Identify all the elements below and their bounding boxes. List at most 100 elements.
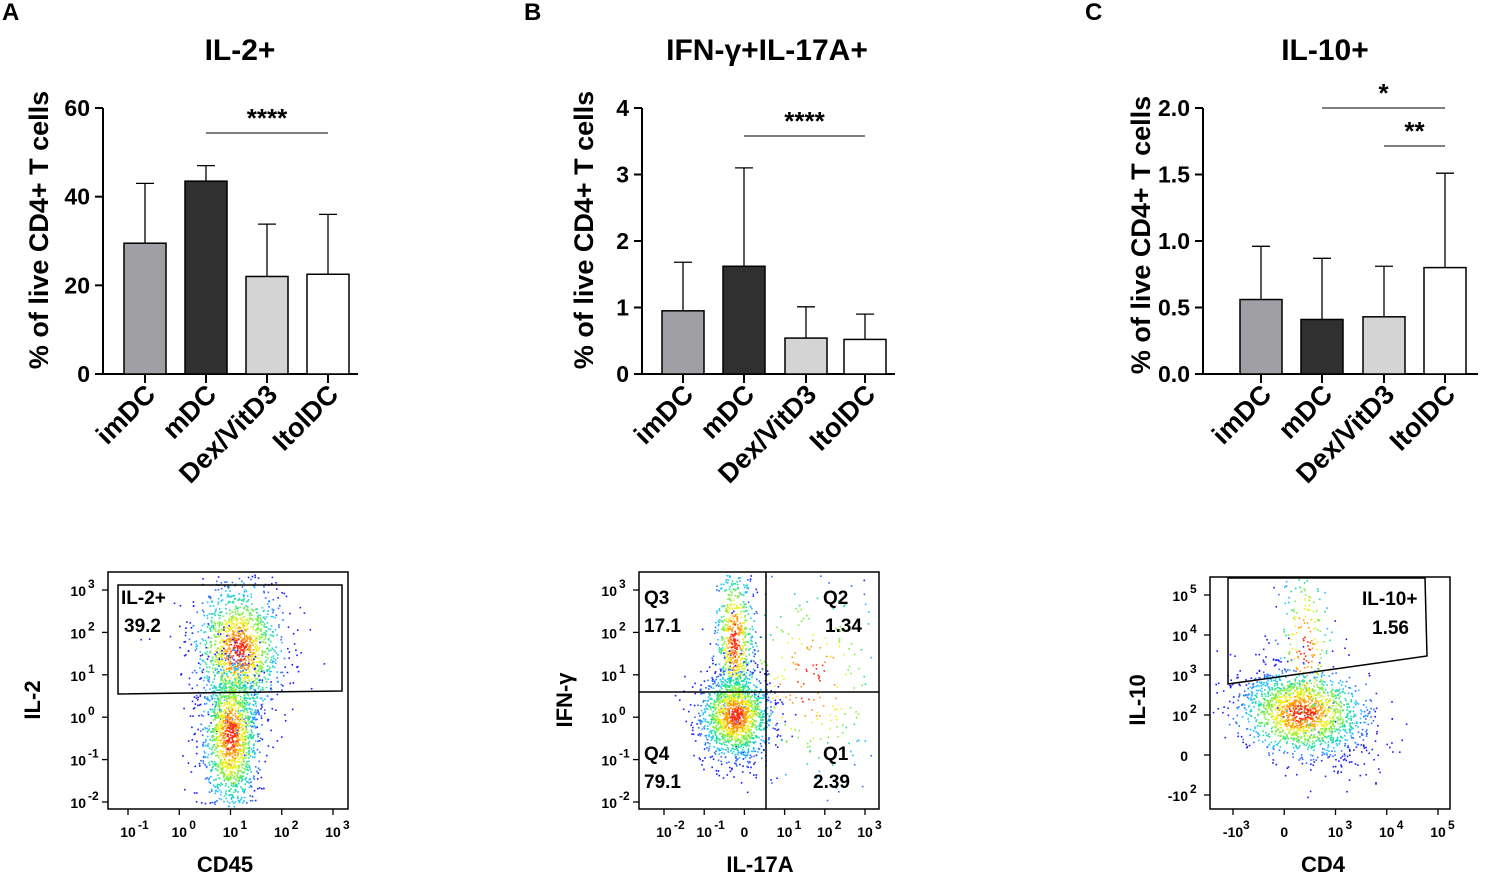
event-dot: [225, 651, 227, 653]
event-dot: [730, 675, 733, 677]
event-dot: [211, 616, 213, 619]
event-dot: [730, 694, 732, 696]
event-dot: [260, 621, 262, 623]
event-dot: [742, 670, 745, 673]
event-dot: [246, 737, 249, 739]
event-dot: [235, 724, 238, 726]
event-dot: [237, 687, 240, 690]
event-dot: [717, 720, 719, 723]
event-dot: [212, 671, 215, 673]
event-dot: [736, 616, 739, 618]
event-dot: [736, 617, 738, 619]
event-dot: [236, 717, 238, 719]
event-dot: [756, 700, 758, 703]
event-dot: [214, 718, 216, 721]
event-dot: [730, 613, 733, 615]
event-dot: [240, 710, 242, 712]
event-dot: [241, 737, 243, 740]
event-dot: [735, 682, 737, 685]
event-dot: [203, 631, 205, 634]
event-dot: [753, 655, 755, 658]
event-dot: [767, 696, 770, 699]
event-dot: [246, 638, 249, 640]
event-dot: [242, 697, 245, 699]
event-dot: [242, 728, 245, 730]
event-dot: [736, 693, 739, 696]
event-dot: [754, 694, 756, 697]
event-dot: [189, 622, 192, 624]
event-dot: [737, 687, 739, 690]
event-dot: [728, 670, 731, 673]
event-dot: [228, 686, 230, 688]
event-dot: [239, 679, 242, 681]
event-dot: [766, 683, 769, 686]
event-dot: [213, 779, 215, 781]
event-dot: [212, 605, 215, 607]
event-dot: [737, 671, 740, 674]
event-dot: [214, 715, 217, 717]
event-dot: [229, 679, 231, 682]
event-dot: [709, 705, 711, 707]
event-dot: [724, 664, 726, 666]
panel-b-ylabel: % of live CD4+ T cells: [569, 91, 599, 369]
event-dot: [737, 718, 740, 721]
event-dot: [736, 639, 739, 641]
event-dot: [192, 715, 194, 717]
event-dot: [738, 629, 740, 631]
event-dot: [236, 741, 239, 744]
event-dot: [746, 678, 749, 680]
event-dot: [699, 758, 701, 761]
event-dot: [231, 684, 234, 687]
flow-x-tick-label: 10: [325, 824, 341, 840]
event-dot: [732, 615, 734, 617]
event-dot: [245, 739, 247, 741]
event-dot: [725, 645, 728, 647]
event-dot: [741, 658, 743, 660]
event-dot: [243, 582, 245, 584]
event-dot: [729, 722, 732, 724]
event-dot: [248, 786, 251, 789]
event-dot: [723, 726, 725, 728]
event-dot: [245, 766, 247, 769]
event-dot: [240, 636, 242, 638]
event-dot: [214, 764, 217, 767]
event-dot: [250, 663, 253, 665]
event-dot: [704, 720, 707, 722]
event-dot: [235, 669, 238, 671]
event-dot: [252, 747, 255, 749]
event-dot: [736, 726, 738, 728]
event-dot: [748, 704, 750, 707]
event-dot: [221, 599, 224, 601]
event-dot: [234, 630, 236, 632]
event-dot: [211, 696, 214, 699]
event-dot: [241, 767, 244, 769]
event-dot: [247, 736, 250, 738]
event-dot: [742, 687, 744, 690]
event-dot: [767, 699, 770, 702]
event-dot: [737, 702, 739, 704]
event-dot: [761, 722, 764, 724]
event-dot: [228, 669, 231, 671]
event-dot: [749, 671, 752, 673]
event-dot: [238, 635, 241, 638]
event-dot: [725, 629, 728, 632]
event-dot: [194, 703, 197, 705]
event-dot: [718, 748, 720, 750]
event-dot: [251, 800, 254, 802]
event-dot: [223, 744, 225, 746]
event-dot: [730, 590, 732, 593]
event-dot: [731, 608, 734, 610]
event-dot: [199, 703, 202, 706]
event-dot: [249, 725, 252, 727]
event-dot: [739, 675, 741, 677]
event-dot: [729, 732, 731, 734]
event-dot: [236, 754, 239, 757]
event-dot: [280, 636, 283, 638]
event-dot: [744, 644, 746, 646]
event-dot: [735, 688, 738, 691]
flow-a-gate: [117, 584, 343, 695]
event-dot: [252, 756, 254, 758]
event-dot: [257, 615, 259, 618]
event-dot: [232, 749, 235, 752]
event-dot: [240, 648, 242, 651]
